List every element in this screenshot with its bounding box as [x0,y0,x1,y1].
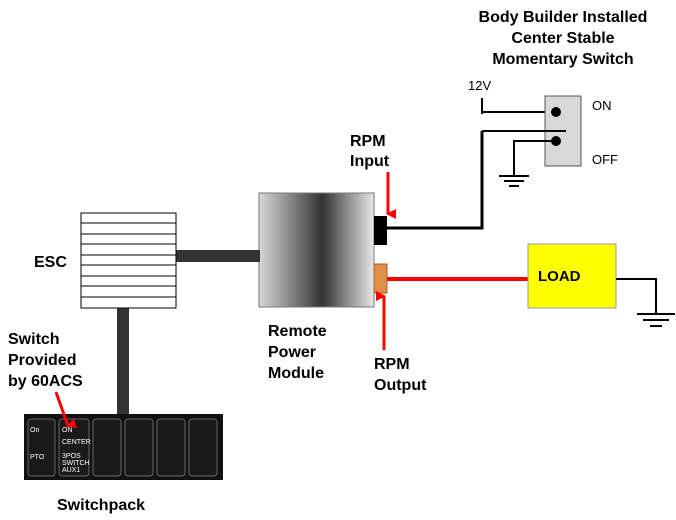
rocker-pto-top-label: On [30,427,39,434]
rpm-output-label-1: RPM [374,356,410,373]
rpm-input-label-1: RPM [350,133,386,150]
esc-module-cable [176,250,260,262]
esc-label: ESC [34,254,67,271]
rocker-aux1-bottom-label-2: SWITCH [62,460,90,467]
switch-ground-wire [513,140,556,176]
module-label-line-2: Power [268,344,316,361]
rocker-aux1-bottom-label-3: AUX1 [62,467,80,474]
switch-off-label: OFF [592,152,618,167]
rpm-input-label-2: Input [350,153,390,170]
rocker-aux1: ON CENTER 3POS SWITCH AUX1 [58,418,91,477]
switch-on-terminal [551,107,561,117]
rocker-aux1-bottom-label-1: 3POS [62,453,81,460]
esc-switchpack-cable [117,308,129,416]
rocker-blank [188,418,218,477]
switch-note-line-3: by 60ACS [8,373,83,390]
rpm-input-wire [386,131,484,230]
title-line-3: Momentary Switch [492,51,633,68]
switch-on-label: ON [592,98,612,113]
rpm-input-connector [374,216,387,245]
rocker-aux1-mid-label: CENTER [62,439,91,446]
rocker-blank [92,418,122,477]
rocker-blank [156,418,186,477]
rocker-pto: On PTO [27,418,56,477]
module-label-line-3: Module [268,365,324,382]
module-label-line-1: Remote [268,323,327,340]
switchpack-label: Switchpack [57,497,145,514]
load-label: LOAD [538,268,581,285]
rpm-output-label-2: Output [374,377,427,394]
voltage-label: 12V [468,78,491,93]
load-box [527,243,617,309]
remote-power-module [258,192,375,308]
switch-note-line-2: Provided [8,352,76,369]
switch-note-line-1: Switch [8,331,60,348]
rocker-pto-bottom-label: PTO [30,454,45,461]
switch-pointer-arrow [54,391,78,429]
rpm-output-connector [373,263,388,294]
load-ground-wire [616,278,657,314]
rocker-blank [124,418,154,477]
esc-block [80,212,177,309]
title-line-1: Body Builder Installed [479,9,648,26]
title-line-2: Center Stable [511,30,614,47]
rocker-aux1-top-label: ON [62,427,73,434]
